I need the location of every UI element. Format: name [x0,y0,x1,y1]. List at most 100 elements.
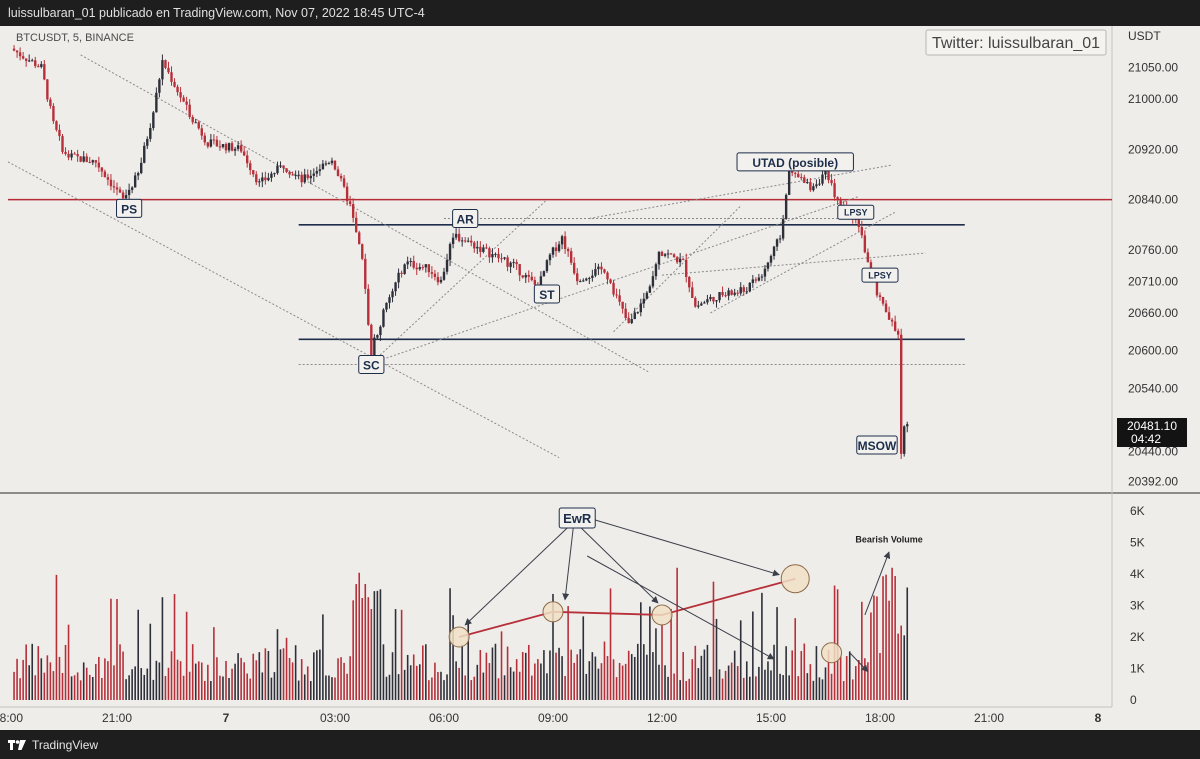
candle-body [878,295,882,297]
candle-body [367,288,370,325]
candle-body [521,275,524,278]
candle-body [812,186,815,191]
price-axis: 21050.00 21000.00 20920.00 20840.00 20760.00… [1128,61,1178,489]
time-tick-label: 12:00 [647,711,677,725]
candle-body [715,300,718,302]
candle-body [563,236,567,250]
candle-body [133,175,137,188]
candle-body [830,180,833,184]
candle-body [860,226,864,236]
candle-body [663,254,667,256]
annotation-box [452,209,479,229]
candle-body [242,151,246,156]
candle-body [824,170,827,175]
candle-body [267,177,270,181]
candle-body [893,321,897,331]
candle-body [227,143,231,151]
candle-body [18,52,22,57]
candle-body [442,271,446,280]
candle-body [167,67,170,73]
candle-body [91,160,94,163]
candle-body [82,156,85,162]
candle-body [651,276,655,287]
candle-body [760,276,764,278]
annotation-label: UTAD (posible) [752,156,838,170]
twitter-watermark: Twitter: luissulbaran_01 [932,35,1100,52]
candle-body [124,195,128,199]
candle-body [330,160,334,164]
candle-body [312,173,316,176]
time-tick-label: 7 [223,711,230,725]
time-tick-label: 09:00 [538,711,568,725]
candle-body [500,258,503,260]
candle-body [230,143,234,151]
candle-body [288,171,291,175]
candle-body [279,165,282,167]
annotation-label: LPSY [844,208,868,218]
candle-body [27,60,31,62]
candle-body [630,319,633,324]
candle-body [639,303,643,313]
candle-body [470,240,473,243]
candle-body [542,271,546,277]
candle-body [533,280,537,285]
candle-body [509,262,512,267]
candle-body [115,187,119,190]
candle-body [645,292,649,299]
candle-body [261,177,264,182]
candle-body [64,151,67,154]
candle-body [594,269,597,276]
upper-trend-line [80,54,651,374]
candle-body [609,279,612,283]
candle-body [73,153,76,155]
last-price-badge [1117,418,1187,447]
candle-body [627,317,630,324]
candle-body [212,139,216,141]
candle-body [239,145,243,152]
candle-body [427,264,431,273]
candle-body [430,272,434,274]
candle-body [585,278,588,281]
candle-body [249,163,252,171]
candle-body [463,240,467,242]
candle-body [657,251,661,265]
candle-body [906,424,909,427]
candle-body [569,251,573,263]
volume-tick-label: 6K [1130,504,1145,518]
candle-body [600,266,603,270]
candle-body [406,261,409,265]
candle-body [875,279,879,296]
candle-body [400,272,403,274]
candle-body [718,292,721,301]
channel-line-4 [589,164,893,219]
time-tick-label: 03:00 [320,711,350,725]
candle-body [354,217,358,233]
candle-body [436,276,440,283]
candle-body [709,296,712,300]
annotation-box [736,152,854,172]
candle-body [881,296,885,304]
candle-body [733,292,736,295]
volume-axis: 6K 5K 4K 3K 2K 1K 0 [1130,504,1145,707]
candle-body [127,189,131,196]
candle-body [727,290,730,296]
candle-body [155,92,158,113]
candle-body [12,48,16,51]
candle-body [161,60,164,80]
candle-body [149,127,152,139]
candle-body [497,253,500,259]
candle-body [255,174,258,183]
candle-body [109,179,113,187]
candle-body [324,163,328,165]
candle-body [21,56,25,59]
twitter-watermark-box [925,29,1107,56]
time-axis: 18:00 21:00 7 03:00 06:00 09:00 12:00 15:00 18:0… [0,711,1102,725]
candle-body [158,79,161,93]
candle-body [597,266,600,270]
lower-trend-line [7,161,560,459]
candle-body [182,97,185,102]
candle-body [258,181,261,183]
candle-body [336,169,340,176]
chart-canvas[interactable]: EwR Bearish Volume PS SC AR ST UTAD (posible)… [0,26,1200,730]
candle-body [176,86,179,93]
